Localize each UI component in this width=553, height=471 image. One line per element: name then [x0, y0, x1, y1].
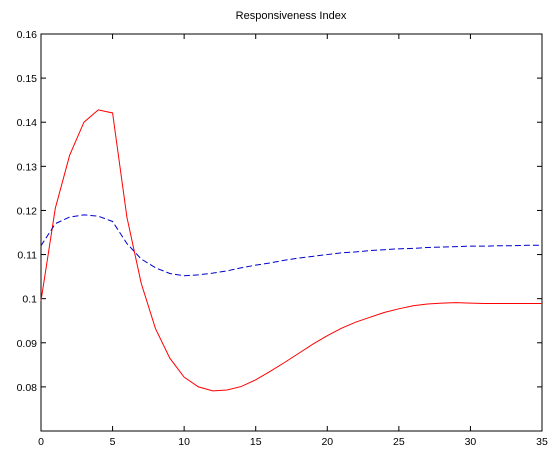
y-tick-label: 0.11 — [17, 250, 37, 262]
y-tick-label: 0.09 — [17, 338, 38, 350]
x-tick-label: 0 — [38, 436, 44, 448]
x-tick-label: 20 — [321, 436, 333, 448]
y-tick-label: 0.1 — [22, 294, 37, 306]
series-line-2 — [40, 214, 542, 277]
y-tick-label: 0.13 — [17, 161, 38, 173]
y-tick-label: 0.14 — [17, 117, 38, 129]
x-axis: 0 5 10 15 20 25 30 35 — [38, 34, 548, 448]
x-tick-label: 35 — [536, 436, 548, 448]
y-axis: 0.08 0.09 0.1 0.11 0.12 0.13 0.14 0.15 0.16 — [17, 29, 542, 394]
x-tick-label: 10 — [178, 436, 190, 448]
y-tick-label: 0.12 — [17, 205, 38, 217]
chart-title: Responsiveness Index — [236, 10, 347, 22]
y-tick-label: 0.15 — [17, 73, 38, 85]
y-tick-label: 0.08 — [17, 382, 38, 394]
x-tick-label: 15 — [250, 436, 262, 448]
plot-area — [40, 33, 543, 432]
series-line-1 — [40, 109, 542, 392]
series-layer — [40, 109, 542, 392]
y-tick-label: 0.16 — [17, 29, 38, 41]
x-tick-label: 5 — [110, 436, 116, 448]
x-tick-label: 30 — [465, 436, 477, 448]
x-tick-label: 25 — [393, 436, 405, 448]
